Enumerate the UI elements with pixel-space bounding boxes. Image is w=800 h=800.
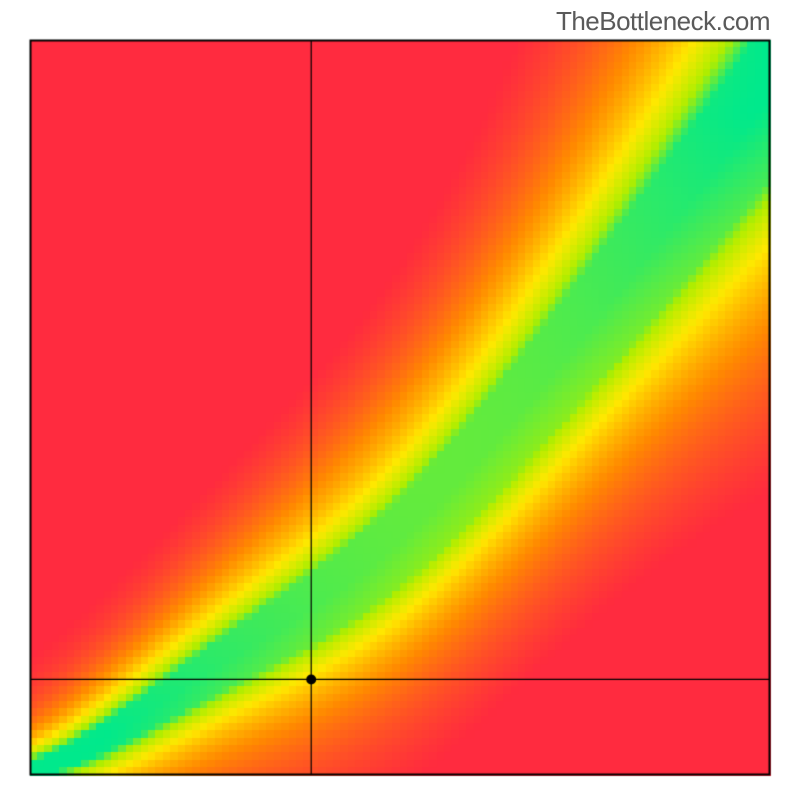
watermark-text: TheBottleneck.com [556,6,770,37]
bottleneck-heatmap [0,0,800,800]
chart-container: TheBottleneck.com [0,0,800,800]
